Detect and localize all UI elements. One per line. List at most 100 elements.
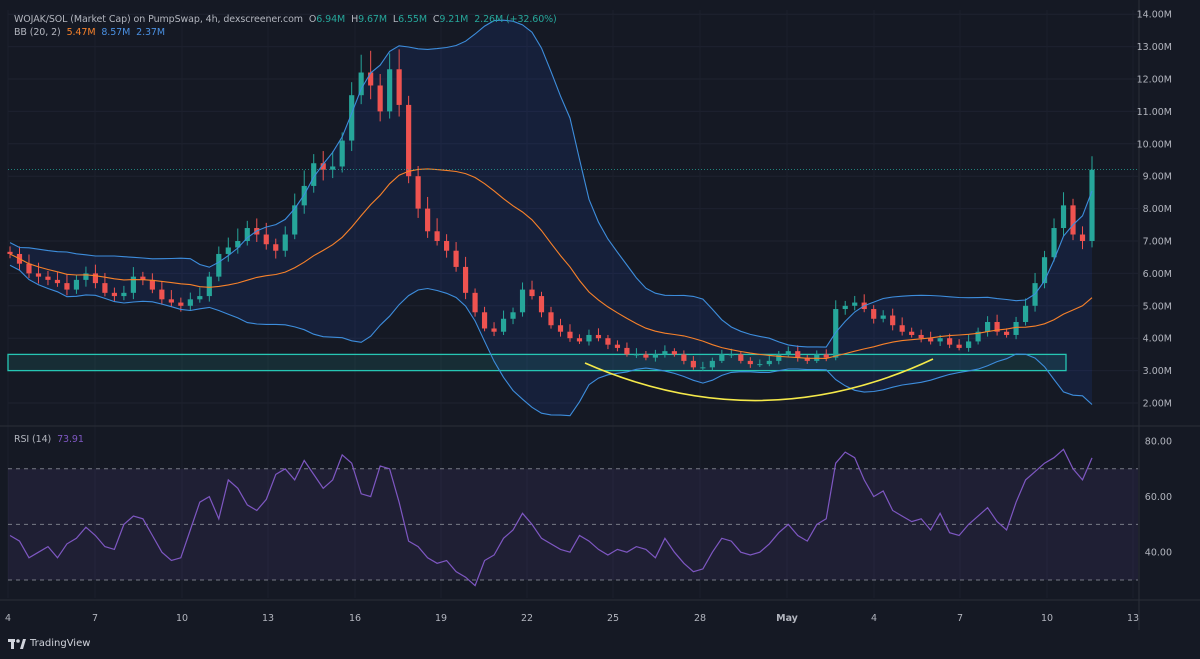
price-tick-label: 12.00M [1137,75,1172,86]
candle-body [187,299,193,306]
candle [434,218,440,246]
candle-body [491,328,497,332]
candle-body [510,312,516,319]
time-tick-label: 7 [92,613,98,624]
rsi-label: RSI (14) [14,434,52,445]
candle-body [738,354,744,361]
bb-basis-value: 5.47M [66,27,96,38]
candle [149,273,155,294]
candle-body [795,351,801,358]
candle [700,361,706,371]
candle-body [937,338,943,342]
candle-body [35,273,42,277]
candle-body [662,351,668,355]
high-value: 9.67M [358,14,387,25]
candle [368,50,374,100]
candle-body [909,331,915,335]
bb-basis-line [9,168,1093,359]
candle [330,151,336,179]
candle-body [994,322,1000,332]
candle-body [1041,257,1048,284]
candle [311,154,317,193]
support-zone-box [7,353,1067,372]
price-tick-label: 5.00M [1143,301,1172,312]
candle-body [26,263,32,274]
candle [918,329,924,343]
candle [719,349,725,364]
bb-upper-line [9,19,1093,348]
candle-body [7,251,13,254]
candle [529,280,535,300]
candle-body [130,276,136,293]
candle [614,340,621,352]
candle-body [1051,228,1057,258]
open-value: 6.94M [316,14,346,25]
rsi-band-fill [8,468,1138,580]
candle [140,271,146,286]
rsi-tick-label: 60.00 [1145,492,1172,503]
candle [1022,298,1029,326]
candle [633,348,640,359]
candle-body [766,360,772,365]
candle [624,342,630,357]
time-tick-label: 10 [1041,613,1053,624]
time-tick-label: 4 [5,613,11,624]
candle [605,334,611,350]
low-value: 6.55M [398,14,427,25]
candle [662,345,668,358]
bb-lower-line [9,264,1093,417]
candle-body [216,253,222,277]
candle [567,324,573,342]
candle-body [814,354,820,361]
price-tick-label: 13.00M [1137,42,1172,53]
candle [595,328,602,342]
candle-body [1060,205,1067,229]
open-label: O [308,14,317,25]
candle-body [614,344,621,348]
candle [111,287,117,302]
candle-body [235,241,241,248]
candle [795,345,801,362]
bb-label: BB (20, 2) [14,27,61,38]
candle [244,220,250,246]
candle [728,348,734,359]
candle-body [956,344,962,348]
candle [121,285,127,301]
brand-label: TradingView [30,638,91,649]
candle-body [206,276,212,297]
rsi-value: 73.91 [57,434,84,445]
cup-arc-annotation [584,358,934,402]
candle-body [349,95,355,141]
time-tick-label: May [776,613,799,624]
candle [643,350,649,361]
time-tick-label: 25 [607,613,619,624]
candle [890,308,896,331]
candle-body [852,302,858,306]
symbol-title: WOJAK/SOL (Market Cap) on PumpSwap, 4h, … [14,14,303,25]
candle [757,359,763,368]
candle-body [244,228,250,241]
candle-body [396,69,402,105]
candle-body [301,185,307,206]
candle [1079,226,1086,250]
tradingview-logo[interactable]: TradingView [8,638,90,649]
bb-fill-area [10,20,1092,416]
candle [510,307,516,325]
candle-body [966,341,972,348]
candle [681,350,687,365]
candle-body [472,292,478,313]
candle-body [73,279,80,290]
candle [814,350,820,364]
candle [576,334,583,344]
cup-arc [584,358,934,402]
candle [966,334,972,352]
candle-body [595,334,602,339]
candle [766,354,772,367]
price-tick-label: 7.00M [1143,237,1172,248]
candle [425,196,431,238]
candle-body [671,351,677,355]
candle [548,306,554,329]
candle [586,329,592,346]
candle-body [377,85,383,112]
candle-body [605,338,611,345]
